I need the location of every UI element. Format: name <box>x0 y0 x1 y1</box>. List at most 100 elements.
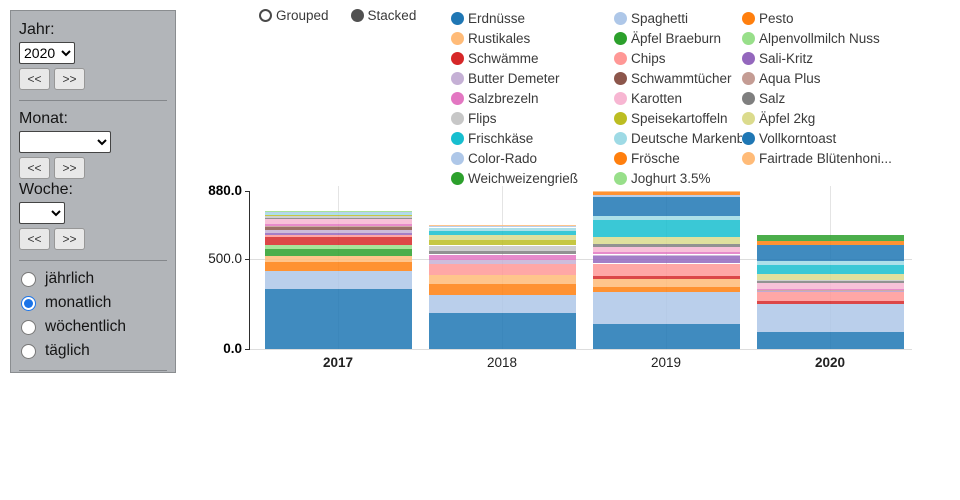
bar-segment-joghurt-3-5-2017[interactable] <box>264 211 412 212</box>
legend-item-chips[interactable]: Chips <box>614 48 742 68</box>
bar-segment-rustikales-2018[interactable] <box>428 275 576 285</box>
bar-segment-color-rado-2018[interactable] <box>428 225 576 228</box>
year-next-button[interactable]: >> <box>54 68 85 90</box>
frequency-radio-j-hrlich[interactable] <box>21 271 36 287</box>
bar-segment-butter-demeter-2018[interactable] <box>428 260 576 265</box>
legend-item-pesto[interactable]: Pesto <box>742 8 920 28</box>
frequency-option-w-chentlich[interactable]: wöchentlich <box>21 318 167 336</box>
mode-option-grouped[interactable]: Grouped <box>259 8 329 23</box>
bar-segment-salzbrezeln-2018[interactable] <box>428 254 576 261</box>
legend-item-sali-kritz[interactable]: Sali-Kritz <box>742 48 920 68</box>
bar-segment-color-rado-2017[interactable] <box>264 211 412 213</box>
bar-segment-chips-2017[interactable] <box>264 235 412 238</box>
bar-segment-sali-kritz-2020[interactable] <box>756 291 904 293</box>
legend-item-schw-mme[interactable]: Schwämme <box>451 48 614 68</box>
bar-segment-fr-sche-2020[interactable] <box>756 240 904 245</box>
legend-item-rustikales[interactable]: Rustikales <box>451 28 614 48</box>
legend-item-fr-sche[interactable]: Frösche <box>614 148 742 168</box>
month-next-button[interactable]: >> <box>54 157 85 179</box>
bar-segment-deutsche-markenbutte-2020[interactable] <box>756 260 904 265</box>
frequency-option-monatlich[interactable]: monatlich <box>21 294 167 312</box>
bar-segment-sali-kritz-2019[interactable] <box>592 256 740 264</box>
mode-option-stacked[interactable]: Stacked <box>350 8 416 23</box>
bar-segment-speisekartoffeln-2018[interactable] <box>428 240 576 246</box>
bar-segment-rustikales-2019[interactable] <box>592 279 740 288</box>
year-prev-button[interactable]: << <box>19 68 50 90</box>
frequency-option-t-glich[interactable]: täglich <box>21 342 167 360</box>
legend-item-color-rado[interactable]: Color-Rado <box>451 148 614 168</box>
frequency-radio-w-chentlich[interactable] <box>21 319 36 335</box>
bar-segment-pfel-braeburn-2017[interactable] <box>264 248 412 256</box>
legend-item-salz[interactable]: Salz <box>742 88 920 108</box>
bar-segment-salz-2018[interactable] <box>428 250 576 255</box>
bar-segment-karotten-2017[interactable] <box>264 219 412 225</box>
legend-item-vollkorntoast[interactable]: Vollkorntoast <box>742 128 920 148</box>
bar-segment-flips-2018[interactable] <box>428 245 576 251</box>
bar-segment-butter-demeter-2019[interactable] <box>592 254 740 257</box>
bar-segment-salz-2020[interactable] <box>756 280 904 283</box>
legend-item-erdn-sse[interactable]: Erdnüsse <box>451 8 614 28</box>
bar-segment-frischk-se-2018[interactable] <box>428 231 576 236</box>
bar-segment-pfel-2kg-2018[interactable] <box>428 235 576 241</box>
bar-segment-pesto-2018[interactable] <box>428 284 576 295</box>
legend-item-spaghetti[interactable]: Spaghetti <box>614 8 742 28</box>
bar-segment-chips-2018[interactable] <box>428 264 576 276</box>
bar-segment-erdn-sse-2019[interactable] <box>592 323 740 349</box>
bar-segment-schw-mme-2020[interactable] <box>756 301 904 304</box>
bar-segment-salz-2017[interactable] <box>264 217 412 220</box>
bar-segment-sali-kritz-2017[interactable] <box>264 233 412 236</box>
bar-segment-butter-demeter-2017[interactable] <box>264 230 412 234</box>
legend-item-flips[interactable]: Flips <box>451 108 614 128</box>
legend-item-butter-demeter[interactable]: Butter Demeter <box>451 68 614 88</box>
bar-segment-erdn-sse-2017[interactable] <box>264 288 412 349</box>
legend-item-speisekartoffeln[interactable]: Speisekartoffeln <box>614 108 742 128</box>
legend-item-frischk-se[interactable]: Frischkäse <box>451 128 614 148</box>
bar-segment-karotten-2019[interactable] <box>592 246 740 253</box>
bar-segment-deutsche-markenbutte-2017[interactable] <box>264 212 412 215</box>
week-select[interactable] <box>19 202 65 224</box>
bar-segment-schwammt-cher-2017[interactable] <box>264 227 412 231</box>
bar-segment-fr-sche-2019[interactable] <box>592 191 740 195</box>
bar-segment-salzbrezeln-2020[interactable] <box>756 288 904 290</box>
bar-segment-speisekartoffeln-2017[interactable] <box>264 214 412 216</box>
bar-segment-erdn-sse-2018[interactable] <box>428 313 576 349</box>
legend-item-aqua-plus[interactable]: Aqua Plus <box>742 68 920 88</box>
bar-segment-salzbrezeln-2017[interactable] <box>264 224 412 227</box>
bar-segment-rustikales-2017[interactable] <box>264 255 412 262</box>
bar-segment-pesto-2017[interactable] <box>264 261 412 271</box>
bar-segment-salz-2019[interactable] <box>592 243 740 247</box>
bar-segment-frischk-se-2019[interactable] <box>592 220 740 237</box>
legend-item-deutsche-markenbutte[interactable]: Deutsche Markenbutte... <box>614 128 742 148</box>
legend-item-salzbrezeln[interactable]: Salzbrezeln <box>451 88 614 108</box>
legend-item-pfel-braeburn[interactable]: Äpfel Braeburn <box>614 28 742 48</box>
bar-segment-vollkorntoast-2019[interactable] <box>592 196 740 216</box>
bar-segment-aqua-plus-2017[interactable] <box>264 226 412 228</box>
month-select[interactable] <box>19 131 111 153</box>
legend-item-schwammt-cher[interactable]: Schwammtücher <box>614 68 742 88</box>
bar-segment-spaghetti-2020[interactable] <box>756 304 904 332</box>
bar-segment-flips-2017[interactable] <box>264 215 412 218</box>
year-select[interactable]: 2020 <box>19 42 75 64</box>
bar-segment-chips-2020[interactable] <box>756 292 904 302</box>
bar-segment-erdn-sse-2020[interactable] <box>756 331 904 349</box>
bar-segment-vollkorntoast-2020[interactable] <box>756 244 904 261</box>
bar-segment-deutsche-markenbutte-2018[interactable] <box>428 227 576 232</box>
bar-segment-chips-2019[interactable] <box>592 263 740 277</box>
legend-item-pfel-2kg[interactable]: Äpfel 2kg <box>742 108 920 128</box>
month-prev-button[interactable]: << <box>19 157 50 179</box>
bar-segment-color-rado-2019[interactable] <box>592 194 740 197</box>
bar-segment-flips-2020[interactable] <box>756 279 904 281</box>
legend-item-fairtrade-bl-tenhoni[interactable]: Fairtrade Blütenhoni... <box>742 148 920 168</box>
bar-segment-deutsche-markenbutte-2019[interactable] <box>592 215 740 221</box>
bar-segment-pfel-2kg-2019[interactable] <box>592 236 740 244</box>
legend-item-karotten[interactable]: Karotten <box>614 88 742 108</box>
bar-segment-fairtrade-bl-tenhoni-2018[interactable] <box>428 224 576 226</box>
bar-segment-salzbrezeln-2019[interactable] <box>592 252 740 255</box>
bar-segment-aqua-plus-2020[interactable] <box>756 289 904 291</box>
bar-segment-karotten-2020[interactable] <box>756 282 904 289</box>
bar-segment-schw-mme-2019[interactable] <box>592 276 740 280</box>
bar-segment-spaghetti-2018[interactable] <box>428 295 576 313</box>
bar-segment-butter-demeter-2020[interactable] <box>756 290 904 292</box>
legend-item-alpenvollmilch-nuss[interactable]: Alpenvollmilch Nuss <box>742 28 920 48</box>
bar-segment-spaghetti-2019[interactable] <box>592 292 740 324</box>
